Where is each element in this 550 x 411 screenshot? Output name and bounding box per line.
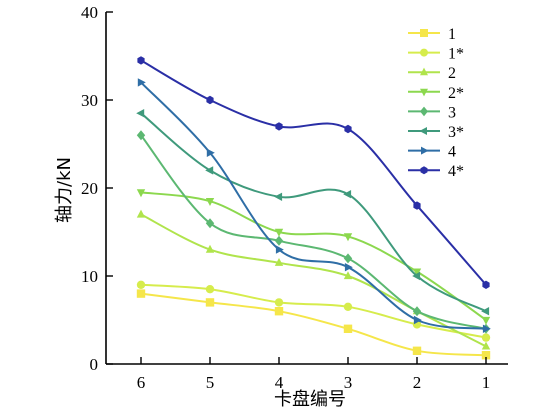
data-point — [343, 253, 353, 264]
legend-label: 2 — [448, 65, 456, 82]
data-point — [136, 130, 146, 141]
data-point — [275, 245, 284, 254]
legend-label: 2* — [448, 85, 464, 102]
data-point — [413, 201, 421, 210]
data-point — [205, 166, 214, 175]
legend-item: 2* — [408, 85, 464, 102]
series-3 — [136, 130, 491, 334]
data-point — [274, 307, 284, 316]
legend-item: 4* — [408, 163, 464, 180]
data-point — [274, 235, 284, 246]
data-point — [136, 189, 146, 198]
legend-item: 1 — [408, 26, 456, 43]
data-point — [205, 198, 215, 206]
data-point — [137, 78, 146, 87]
data-point — [136, 209, 146, 218]
x-tick-label: 1 — [482, 373, 491, 392]
data-point — [481, 341, 491, 350]
data-point — [205, 244, 215, 253]
series-4 — [137, 78, 491, 333]
y-tick-label: 30 — [81, 91, 98, 110]
series-line — [140, 59, 487, 286]
legend-marker — [420, 67, 428, 76]
legend-label: 1* — [448, 46, 464, 63]
data-point — [482, 280, 490, 289]
legend-marker — [420, 166, 428, 175]
x-ticks: 6 5 4 3 2 1 — [137, 357, 491, 392]
legend-item: 3* — [408, 124, 464, 141]
data-point — [481, 316, 491, 325]
data-point — [481, 333, 491, 342]
data-point — [137, 56, 145, 65]
data-point — [274, 298, 284, 307]
data-point — [274, 258, 284, 266]
y-tick-label: 40 — [81, 3, 98, 22]
series-line — [140, 112, 487, 313]
legend-marker — [420, 88, 428, 97]
legend-marker — [420, 106, 428, 117]
series-line — [140, 283, 487, 339]
series-4* — [137, 56, 490, 289]
data-point — [136, 280, 146, 289]
y-tick-label: 0 — [90, 355, 99, 374]
data-point — [343, 324, 353, 333]
data-point — [481, 351, 491, 360]
x-tick-label: 6 — [137, 373, 146, 392]
data-point — [412, 346, 422, 355]
data-point — [343, 302, 353, 311]
series-2* — [136, 189, 491, 325]
data-point — [412, 306, 422, 317]
data-point — [412, 268, 422, 277]
x-axis-title: 卡盘编号 — [274, 389, 346, 410]
y-tick-label: 20 — [81, 179, 98, 198]
y-axis-title: 轴力/kN — [54, 157, 75, 223]
data-point — [275, 122, 283, 131]
x-tick-label: 2 — [413, 373, 422, 392]
data-point — [481, 307, 490, 316]
data-point — [136, 109, 145, 118]
x-tick-label: 5 — [206, 373, 215, 392]
data-point — [343, 271, 353, 280]
x-tick-label: 4 — [275, 373, 284, 392]
y-ticks: 0 10 20 30 40 — [81, 3, 113, 374]
data-point — [205, 285, 215, 294]
data-point — [413, 315, 422, 325]
data-point — [274, 228, 284, 237]
series-1* — [136, 280, 491, 342]
legend-item: 4 — [408, 144, 456, 161]
data-point — [343, 190, 352, 199]
data-point — [344, 263, 353, 272]
y-tick-label: 10 — [81, 267, 98, 286]
data-point — [206, 95, 214, 105]
data-point — [412, 271, 421, 281]
legend-item: 1* — [408, 46, 464, 63]
data-point — [205, 218, 215, 229]
legend-marker — [420, 29, 428, 37]
legend-label: 3 — [448, 104, 456, 121]
legend-label: 4 — [448, 144, 456, 161]
legend: 1 1* 2 2* 3 3* 4 4* — [408, 26, 464, 180]
plot-content — [136, 56, 491, 360]
legend-marker — [419, 127, 427, 135]
data-point — [136, 289, 146, 298]
data-point — [274, 192, 283, 201]
legend-marker — [420, 48, 428, 57]
series-3* — [136, 109, 490, 316]
legend-marker — [421, 146, 429, 155]
legend-item: 3 — [408, 104, 456, 121]
data-point — [344, 124, 352, 134]
data-point — [205, 298, 215, 307]
x-tick-label: 3 — [344, 373, 353, 392]
legend-item: 2 — [408, 65, 456, 82]
series-1 — [136, 289, 491, 360]
data-point — [482, 324, 491, 333]
data-point — [343, 233, 353, 242]
legend-label: 3* — [448, 124, 464, 141]
legend-label: 4* — [448, 163, 464, 180]
legend-label: 1 — [448, 26, 456, 43]
data-point — [206, 148, 215, 157]
series-line — [140, 191, 487, 321]
series-line — [140, 292, 487, 357]
